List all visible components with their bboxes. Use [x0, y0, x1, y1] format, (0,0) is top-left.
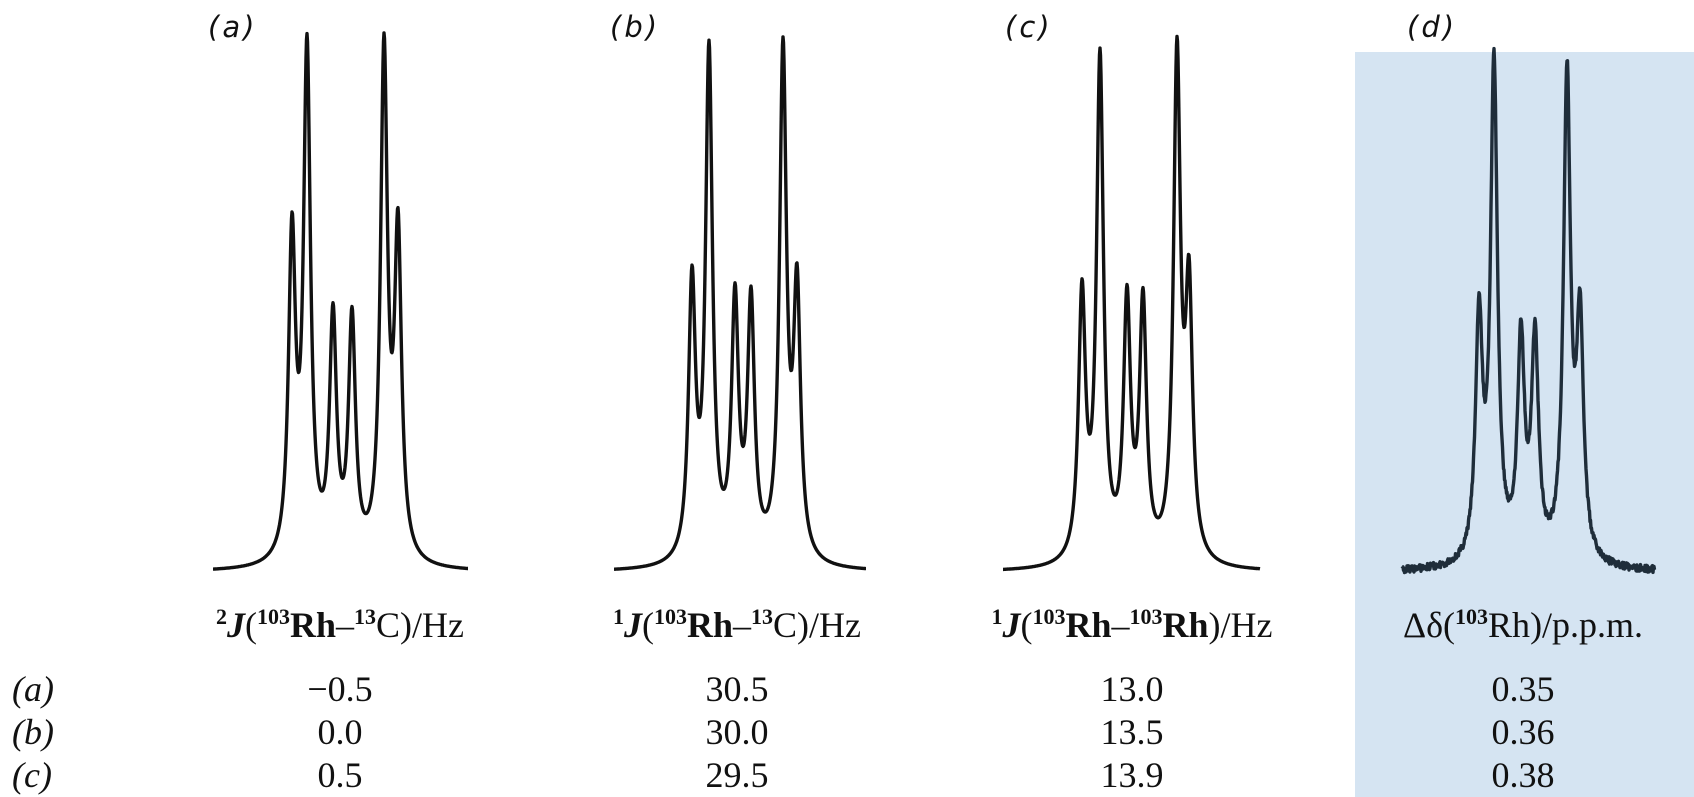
spectrum-a: [211, 31, 470, 571]
panel-label-c: (c): [1005, 10, 1053, 44]
table-cell: 0.5: [317, 755, 363, 795]
table-cell: 13.5: [1100, 712, 1164, 752]
spectrum-c: [1001, 34, 1262, 572]
column-header-2j-rh-c: 2J(103Rh–13C)/Hz: [215, 604, 465, 645]
column-header-delta-shift: Δδ(103Rh)/p.p.m.: [1402, 604, 1644, 645]
nmr-spectra: [211, 31, 1657, 575]
table-cell: 0.38: [1491, 755, 1555, 795]
column-header-1j-rh-c: 1J(103Rh–13C)/Hz: [612, 604, 862, 645]
panel-label-a: (a): [208, 10, 258, 44]
table-cell: −0.5: [307, 669, 373, 709]
table-cell: 13.0: [1100, 669, 1164, 709]
panel-label-d: (d): [1407, 10, 1458, 44]
column-header-1j-rh-rh: 1J(103Rh–103Rh)/Hz: [991, 604, 1273, 645]
table-cell: 0.0: [317, 712, 363, 752]
table-cell: 29.5: [705, 755, 769, 795]
row-label-a: (a): [12, 669, 54, 709]
table-cell: 13.9: [1100, 755, 1164, 795]
table-cell: 30.0: [705, 712, 769, 752]
panel-label-b: (b): [610, 10, 661, 44]
table-cell: 30.5: [705, 669, 769, 709]
spectrum-b: [612, 35, 868, 571]
table-cell: 0.35: [1491, 669, 1555, 709]
row-label-b: (b): [12, 712, 54, 752]
row-label-c: (c): [12, 755, 52, 795]
table-cell: 0.36: [1491, 712, 1555, 752]
spectrum-d: [1400, 46, 1657, 575]
